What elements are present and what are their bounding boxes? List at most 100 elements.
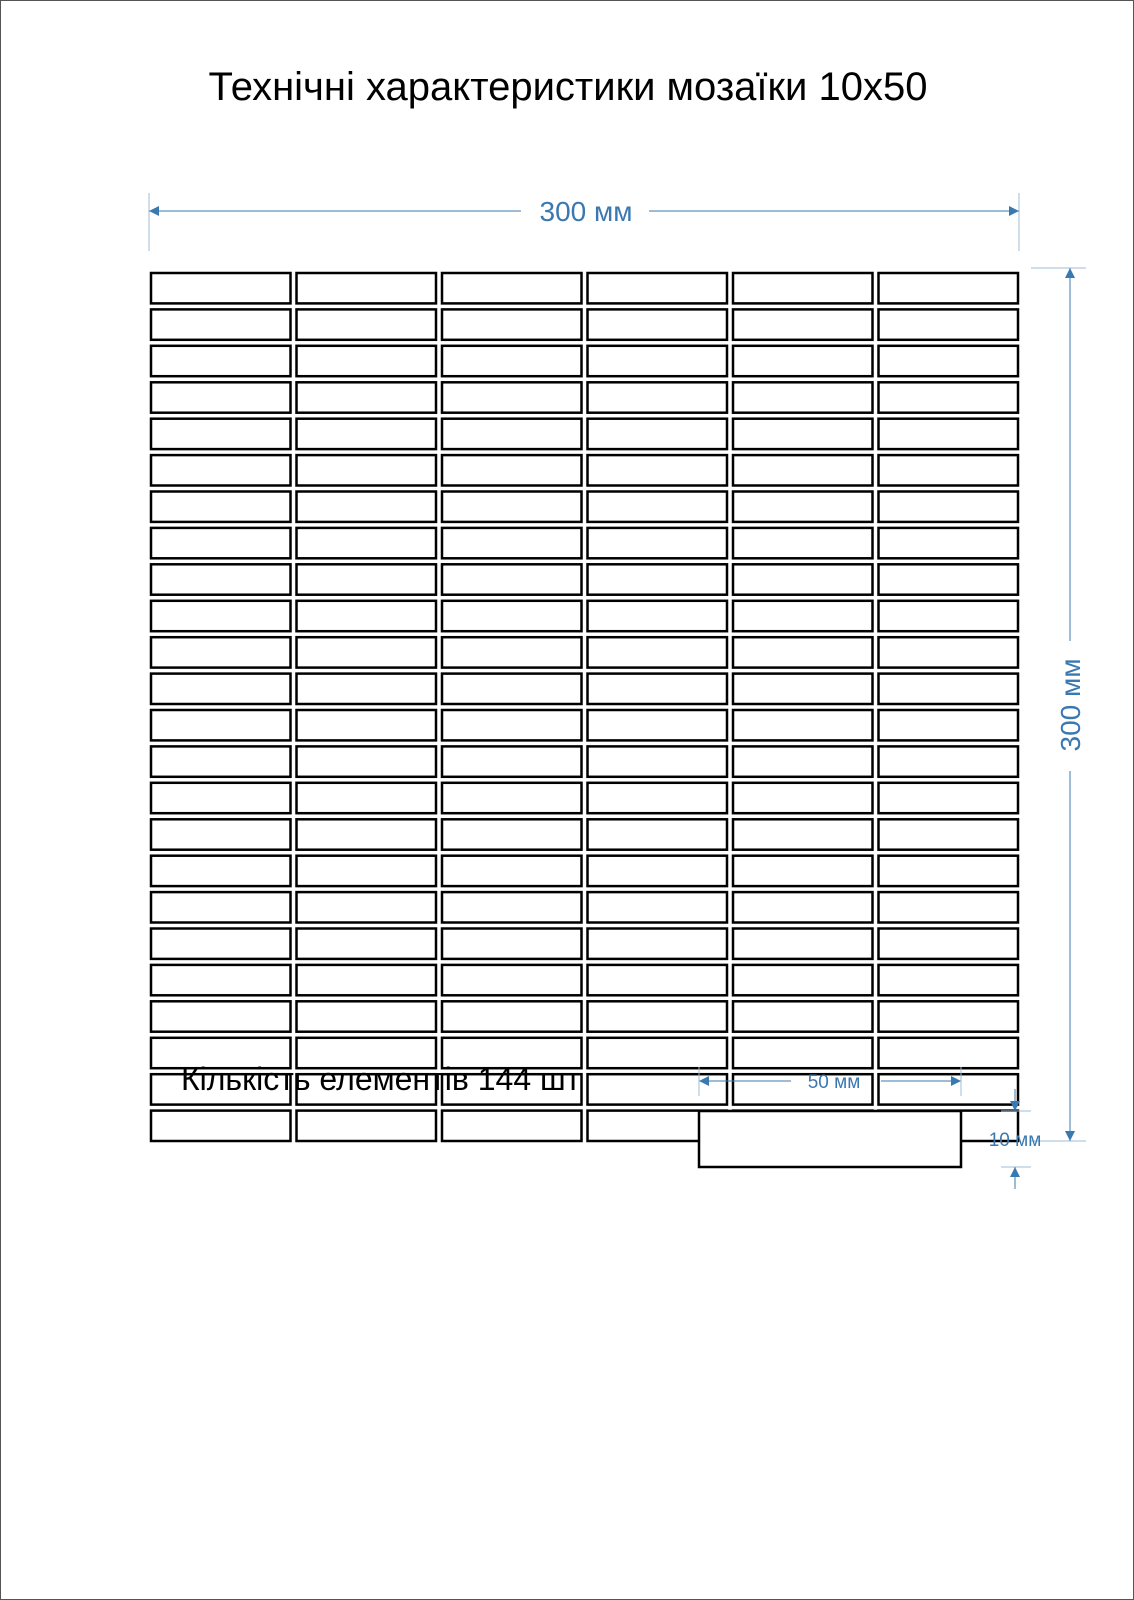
mosaic-tile: [295, 381, 438, 414]
mosaic-tile: [877, 635, 1020, 669]
element-detail: 50 мм 10 мм: [697, 1067, 1042, 1189]
sheet-height-dimension: 300 мм: [1031, 267, 1086, 1142]
mosaic-tile: [295, 927, 438, 961]
mosaic-tile: [586, 599, 729, 633]
mosaic-tile: [149, 1109, 292, 1143]
mosaic-tile: [440, 635, 583, 669]
mosaic-tile: [440, 1109, 583, 1143]
mosaic-tile: [440, 599, 583, 633]
mosaic-tile: [877, 526, 1020, 560]
mosaic-tile: [731, 745, 874, 779]
mosaic-tile: [440, 563, 583, 596]
mosaic-tile: [877, 308, 1020, 342]
mosaic-tile: [586, 453, 729, 487]
mosaic-tile: [149, 963, 292, 997]
mosaic-tile: [731, 781, 874, 815]
mosaic-tile: [149, 927, 292, 961]
mosaic-tile: [877, 1036, 1020, 1070]
mosaic-tile: [586, 672, 729, 706]
mosaic-tile: [149, 1000, 292, 1033]
mosaic-tile: [877, 344, 1020, 378]
element-height-label: 10 мм: [989, 1130, 1042, 1151]
mosaic-tile: [295, 490, 438, 524]
mosaic-tile: [877, 1000, 1020, 1033]
mosaic-tile: [440, 526, 583, 560]
mosaic-tile: [295, 708, 438, 742]
mosaic-tile: [440, 1036, 583, 1070]
mosaic-tile: [440, 781, 583, 815]
mosaic-tile: [731, 599, 874, 633]
mosaic-tile: [440, 672, 583, 706]
mosaic-tile: [295, 417, 438, 451]
mosaic-tile: [149, 271, 292, 305]
mosaic-tile: [586, 1036, 729, 1070]
mosaic-tile: [586, 381, 729, 414]
mosaic-tile: [295, 1000, 438, 1033]
mosaic-tile: [295, 781, 438, 815]
mosaic-tile: [731, 854, 874, 888]
mosaic-tile: [295, 344, 438, 378]
mosaic-tile: [731, 1036, 874, 1070]
mosaic-tile: [440, 308, 583, 342]
mosaic-tile: [149, 854, 292, 888]
mosaic-tile: [440, 818, 583, 851]
mosaic-tile: [731, 271, 874, 305]
mosaic-tile: [877, 854, 1020, 888]
mosaic-tile: [586, 635, 729, 669]
mosaic-tile: [877, 563, 1020, 596]
mosaic-tile: [295, 308, 438, 342]
mosaic-tile: [731, 308, 874, 342]
mosaic-tile: [586, 963, 729, 997]
mosaic-tile: [440, 417, 583, 451]
mosaic-tile: [877, 381, 1020, 414]
mosaic-tile: [149, 381, 292, 414]
mosaic-tile: [295, 745, 438, 779]
mosaic-tile: [295, 563, 438, 596]
sheet-width-label: 300 мм: [540, 196, 633, 227]
mosaic-tile: [877, 927, 1020, 961]
mosaic-tile: [877, 453, 1020, 487]
mosaic-tile: [149, 745, 292, 779]
mosaic-tile: [877, 490, 1020, 524]
mosaic-tile: [440, 381, 583, 414]
mosaic-tile: [731, 1072, 874, 1106]
mosaic-tile: [440, 890, 583, 924]
mosaic-tile: [440, 708, 583, 742]
mosaic-tile: [440, 271, 583, 305]
mosaic-tile: [440, 963, 583, 997]
mosaic-tile: [295, 271, 438, 305]
mosaic-tile: [295, 1072, 438, 1106]
mosaic-tile: [877, 599, 1020, 633]
mosaic-tile: [877, 890, 1020, 924]
mosaic-tile: [586, 308, 729, 342]
mosaic-tile: [731, 635, 874, 669]
mosaic-tile: [149, 417, 292, 451]
mosaic-tile: [149, 708, 292, 742]
mosaic-tile: [149, 781, 292, 815]
mosaic-tile: [149, 635, 292, 669]
mosaic-tile: [295, 854, 438, 888]
mosaic-tile: [877, 781, 1020, 815]
mosaic-tile: [586, 818, 729, 851]
mosaic-tile: [586, 890, 729, 924]
mosaic-tile: [149, 563, 292, 596]
mosaic-tile: [149, 526, 292, 560]
mosaic-tile: [586, 563, 729, 596]
mosaic-tile: [149, 1036, 292, 1070]
mosaic-tile: [877, 963, 1020, 997]
mosaic-tile: [440, 453, 583, 487]
mosaic-tile: [149, 344, 292, 378]
mosaic-tile: [877, 417, 1020, 451]
mosaic-tile: [295, 1036, 438, 1070]
mosaic-tile: [731, 1000, 874, 1033]
element-count: Кількість елементів 144 шт: [181, 1061, 581, 1097]
mosaic-tile: [149, 672, 292, 706]
mosaic-tile: [731, 672, 874, 706]
mosaic-tile: [877, 672, 1020, 706]
mosaic-tile: [586, 708, 729, 742]
mosaic-tile: [586, 745, 729, 779]
mosaic-tile: [877, 1072, 1020, 1106]
mosaic-tile: [440, 854, 583, 888]
mosaic-tile: [731, 890, 874, 924]
